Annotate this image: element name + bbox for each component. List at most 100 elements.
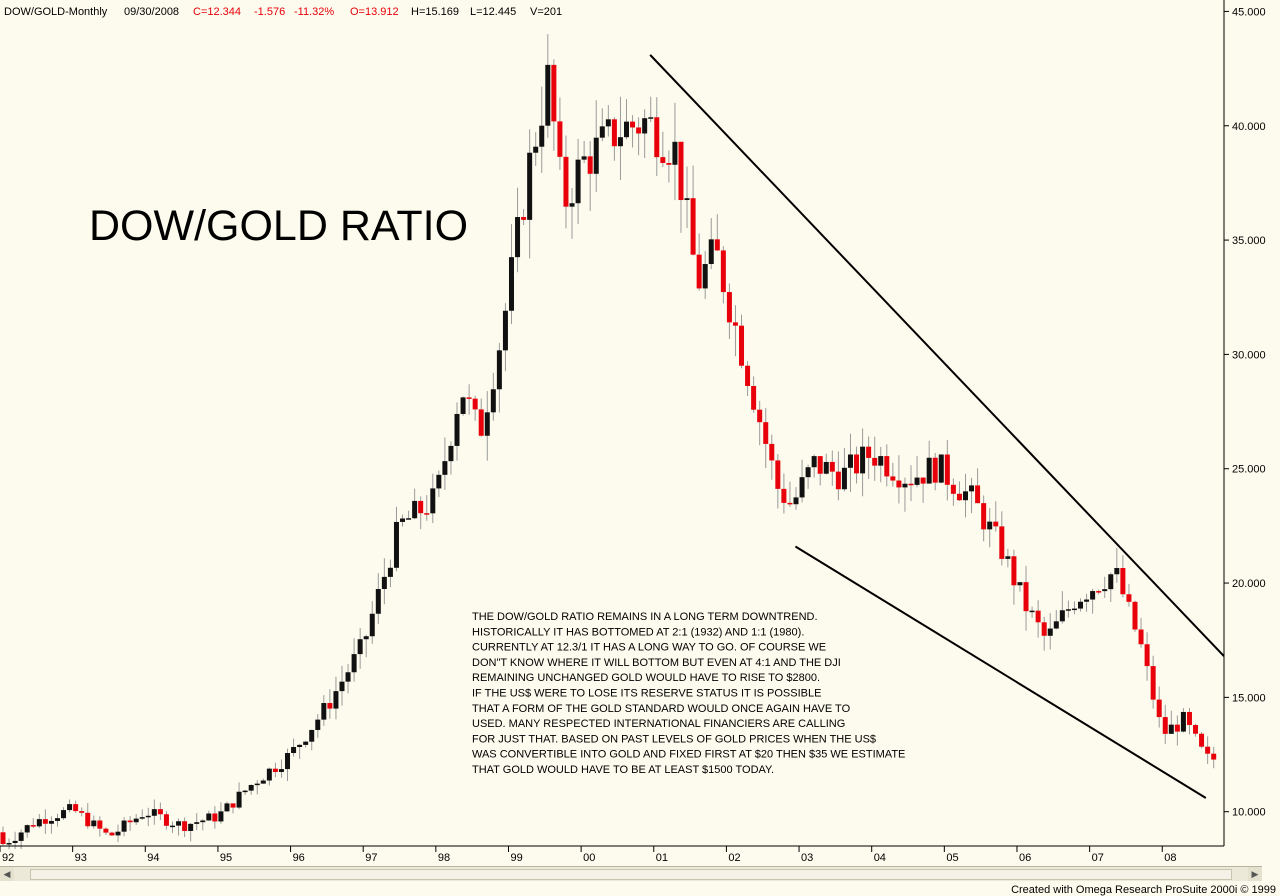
candle-body [1005, 556, 1011, 559]
header-symbol: DOW/GOLD-Monthly [4, 6, 108, 18]
candle-body [194, 822, 200, 824]
candle-body [841, 467, 847, 490]
candle-body [702, 264, 708, 289]
candle-body [266, 768, 272, 781]
candle-body [61, 810, 67, 819]
candle-body [1156, 699, 1162, 718]
y-tick-label: 25.000 [1232, 464, 1266, 476]
candle-body [242, 790, 248, 793]
x-tick-label: 93 [75, 852, 87, 864]
candle-body [436, 474, 442, 489]
candle-body [42, 819, 48, 824]
footer-credit: Created with Omega Research ProSuite 200… [1011, 884, 1276, 896]
candle-body [1059, 610, 1065, 622]
candle-body [969, 485, 975, 492]
y-tick-label: 10.000 [1232, 807, 1266, 819]
candle-body [617, 137, 623, 147]
candle-body [484, 412, 490, 436]
candle-body [339, 681, 345, 692]
header-change: -1.576 [254, 6, 285, 18]
candle-body [575, 159, 581, 204]
candle-body [73, 804, 79, 812]
candle-body [236, 791, 242, 808]
candle-body [0, 832, 6, 845]
y-tick-label: 45.000 [1232, 6, 1266, 18]
horizontal-scrollbar[interactable]: ◀ ▶ [0, 866, 1262, 881]
candle-body [515, 217, 521, 258]
candle-body [872, 457, 878, 466]
header-volume: V=201 [530, 6, 562, 18]
candle-body [642, 118, 648, 134]
candle-body [690, 198, 696, 255]
x-tick-label: 98 [438, 852, 450, 864]
candle-body [254, 783, 260, 786]
scroll-left-arrow-icon[interactable]: ◀ [0, 867, 14, 881]
candle-body [424, 513, 430, 515]
candle-body [79, 811, 85, 813]
candle-body [1120, 568, 1126, 595]
candle-body [521, 217, 527, 220]
candle-body [327, 703, 333, 709]
candle-body [30, 825, 36, 827]
annotation-text: THE DOW/GOLD RATIO REMAINS IN A LONG TER… [472, 611, 905, 776]
y-tick-label: 35.000 [1232, 235, 1266, 247]
candle-body [176, 821, 182, 826]
candle-body [672, 141, 678, 165]
candle-body [1138, 629, 1144, 645]
candle-body [218, 811, 224, 822]
candle-body [1053, 621, 1059, 629]
annotation-line: IF THE US$ WERE TO LOSE ITS RESERVE STAT… [472, 688, 821, 700]
candle-body [315, 719, 321, 730]
x-tick-label: 00 [583, 852, 595, 864]
candle-body [648, 117, 654, 119]
candle-body [248, 785, 254, 791]
candle-body [866, 446, 872, 458]
candle-body [412, 500, 418, 519]
x-tick-label: 08 [1164, 852, 1176, 864]
candle-body [805, 467, 811, 478]
candle-body [1090, 591, 1096, 600]
candle-body [545, 64, 551, 126]
candle-body [527, 152, 533, 220]
candle-body [188, 823, 194, 831]
candle-body [1199, 733, 1205, 747]
candle-body [539, 125, 545, 147]
annotation-line: WAS CONVERTIBLE INTO GOLD AND FIXED FIRS… [472, 749, 905, 761]
candle-body [1126, 594, 1132, 602]
candle-body [363, 636, 369, 640]
candle-body [496, 350, 502, 390]
candle-body [823, 461, 829, 474]
annotation-line: FOR JUST THAT. BASED ON PAST LEVELS OF G… [472, 733, 876, 745]
header-low: L=12.445 [470, 6, 516, 18]
y-tick-label: 20.000 [1232, 578, 1266, 590]
candle-body [551, 64, 557, 122]
trendline [794, 545, 1207, 799]
candle-body [757, 409, 763, 423]
candle-body [291, 747, 297, 754]
scroll-thumb[interactable] [30, 869, 1232, 880]
candle-body [1162, 717, 1168, 734]
candle-body [769, 443, 775, 461]
candle-body [1011, 556, 1017, 586]
candle-body [1193, 724, 1199, 734]
x-tick-label: 99 [510, 852, 522, 864]
scroll-right-arrow-icon[interactable]: ▶ [1248, 867, 1262, 881]
candle-body [636, 127, 642, 134]
x-tick-label: 96 [293, 852, 305, 864]
header-date: 09/30/2008 [124, 6, 179, 18]
candle-body [151, 809, 157, 816]
candle-body [182, 821, 188, 831]
candle-body [999, 526, 1005, 559]
candle-body [1132, 601, 1138, 630]
candle-body [260, 780, 266, 784]
candle-body [91, 820, 97, 827]
candle-body [799, 477, 805, 498]
candle-body [993, 521, 999, 527]
candle-body [85, 812, 91, 827]
y-tick-label: 40.000 [1232, 121, 1266, 133]
candle-body [975, 485, 981, 504]
x-tick-label: 97 [365, 852, 377, 864]
candle-body [502, 310, 508, 351]
candle-body [811, 456, 817, 468]
candle-body [1065, 609, 1071, 611]
